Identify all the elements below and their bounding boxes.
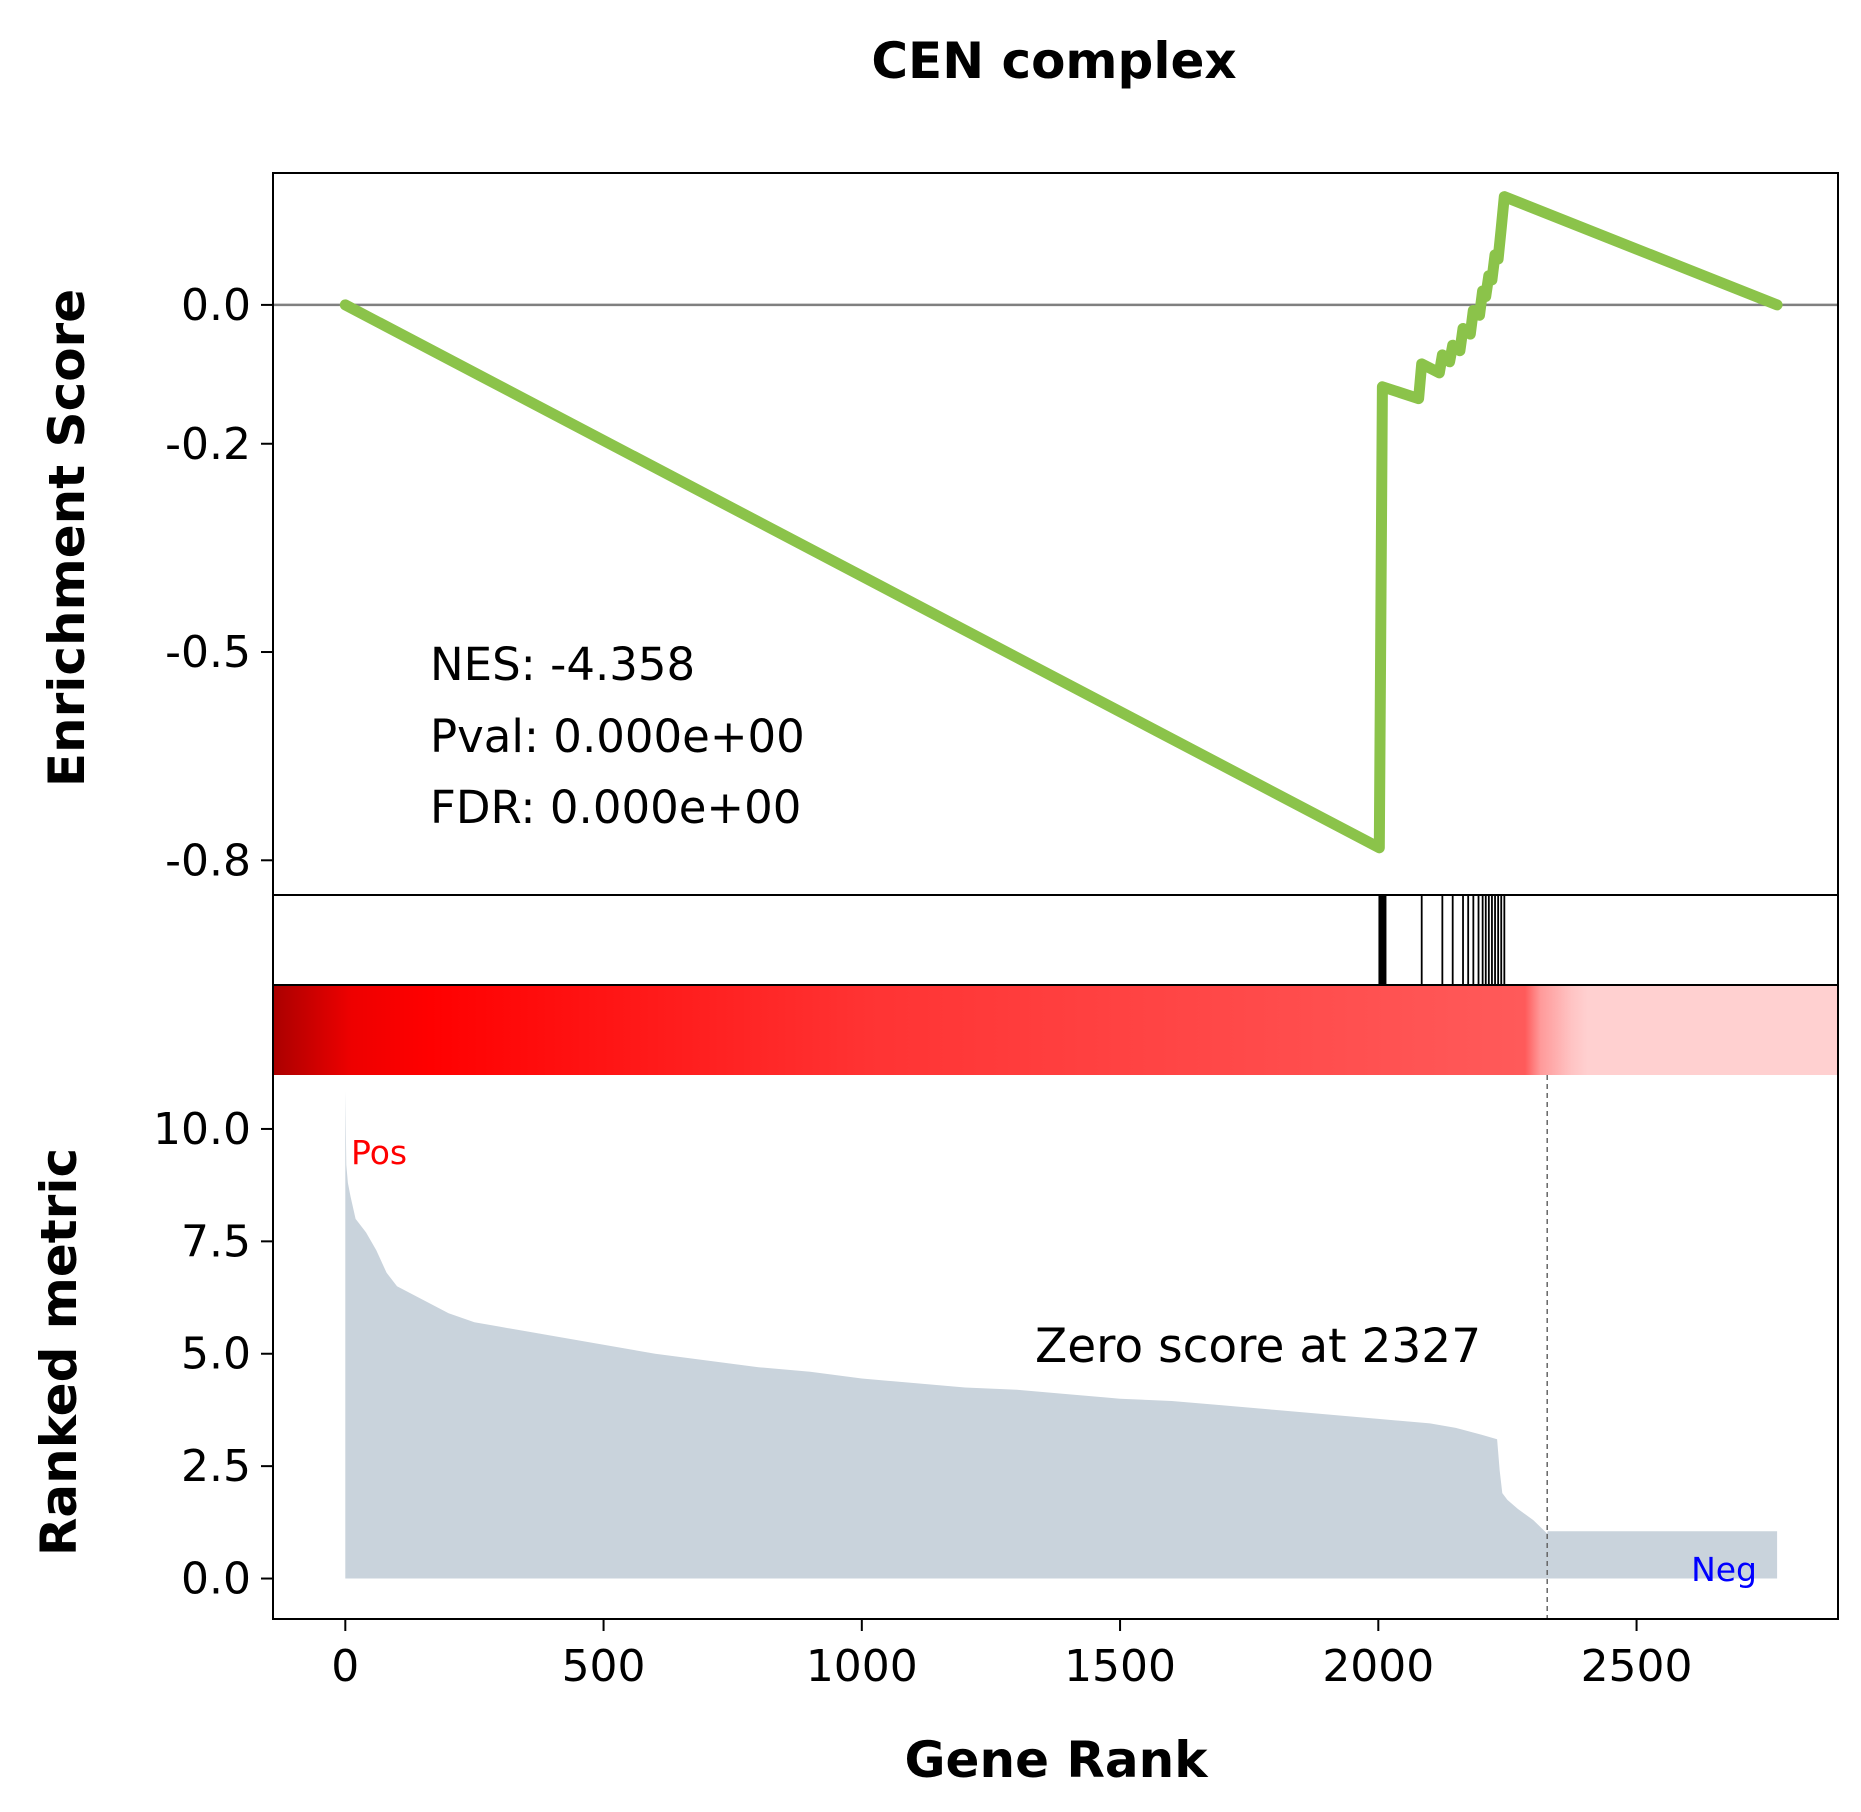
y-axis-label-ranked: Ranked metric (30, 1148, 88, 1556)
neg-label: Neg (1691, 1550, 1757, 1589)
chart-title: CEN complex (871, 32, 1236, 90)
fdr-annotation: FDR: 0.000e+00 (430, 781, 801, 834)
bottom-panel-frame (272, 984, 1839, 1620)
enrichment-score-line (339, 191, 1783, 854)
x-axis-label: Gene Rank (905, 1731, 1210, 1789)
zero-score-label: Zero score at 2327 (1035, 1319, 1481, 1374)
heat-bar-gradient (273, 985, 1838, 1075)
enrichment-score-panel: 0.0 -0.2 -0.5 -0.8 (165, 172, 1839, 896)
x-tick-label: 1000 (806, 1641, 918, 1692)
ranked-metric-panel: 0.0 2.5 5.0 7.5 10.0 0 500 1000 1500 2000 2500 (153, 984, 1839, 1692)
y-tick-label: 5.0 (181, 1329, 251, 1380)
y-tick-label: 0.0 (181, 1554, 251, 1605)
y-tick-label: 10.0 (153, 1104, 251, 1155)
pos-label: Pos (351, 1133, 407, 1172)
x-tick-label: 0 (331, 1641, 359, 1692)
rank-heat-bar (273, 985, 1838, 1075)
pval-annotation: Pval: 0.000e+00 (430, 710, 805, 763)
y-tick-label: -0.2 (165, 419, 251, 470)
x-tick-label: 2500 (1581, 1641, 1693, 1692)
nes-annotation: NES: -4.358 (430, 638, 695, 691)
hits-panel-frame (272, 894, 1839, 986)
x-tick-label: 2000 (1322, 1641, 1434, 1692)
x-tick-label: 500 (562, 1641, 646, 1692)
y-tick-label: -0.5 (165, 627, 251, 678)
x-tick-label: 1500 (1064, 1641, 1176, 1692)
y-tick-label: 7.5 (181, 1216, 251, 1267)
y-tick-label: 0.0 (181, 280, 251, 331)
gene-hits-panel (272, 894, 1839, 986)
ranked-metric-area (345, 1090, 1778, 1579)
y-tick-label: -0.8 (165, 835, 251, 886)
y-tick-label: 2.5 (181, 1441, 251, 1492)
y-axis-label-enrichment: Enrichment Score (38, 289, 96, 787)
